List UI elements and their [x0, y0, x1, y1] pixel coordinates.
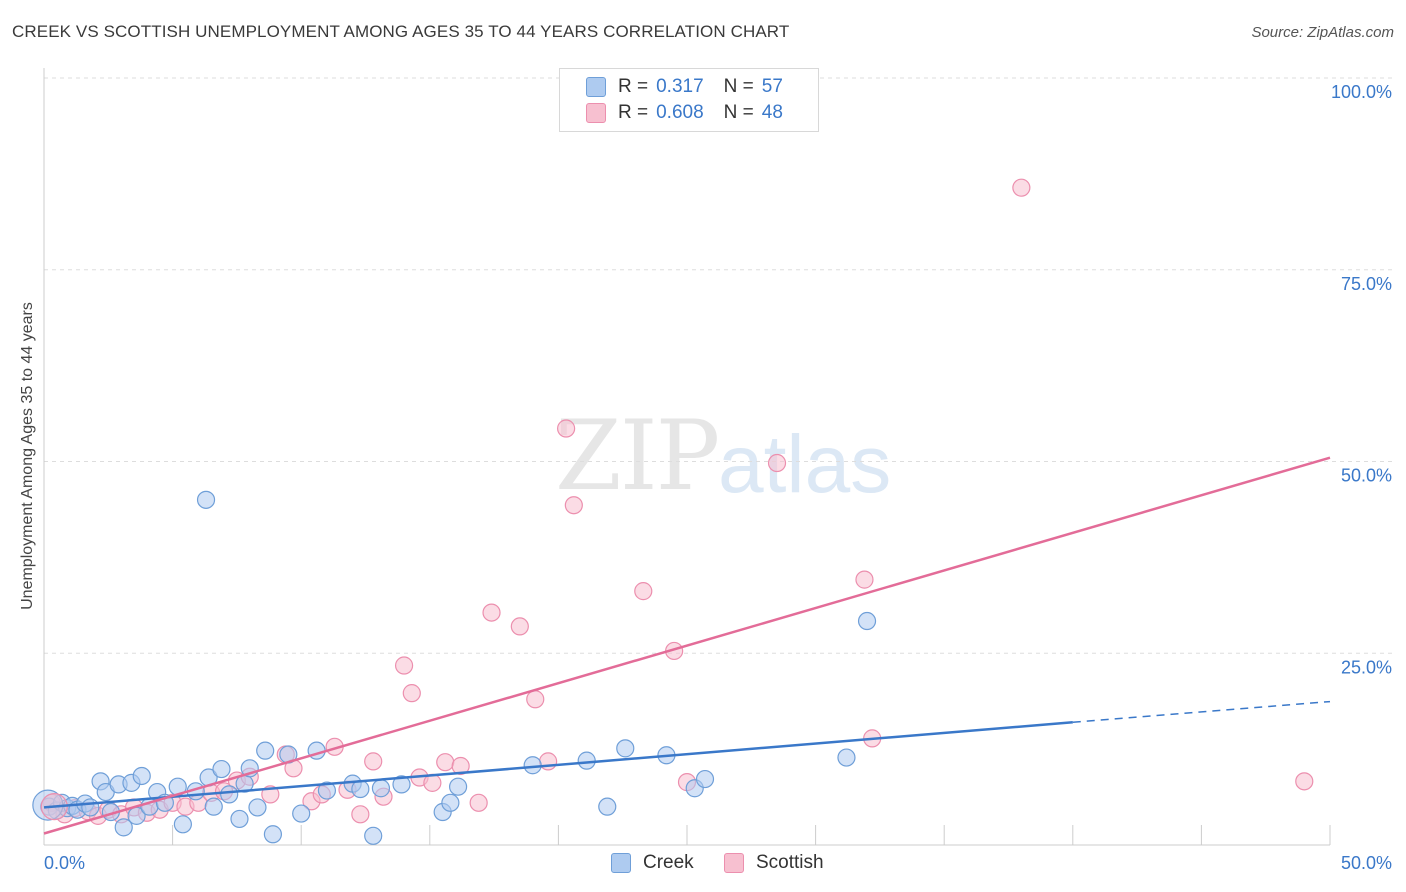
legend-r-label: R = — [618, 102, 649, 123]
creek-point — [448, 777, 468, 796]
correlation-legend: R = 0.317 N = 57 R = 0.608 N = 48 — [559, 68, 819, 132]
legend-item-creek[interactable]: Creek — [611, 852, 694, 874]
creek-point — [441, 793, 460, 812]
creek-point — [351, 779, 370, 799]
creek-point — [598, 797, 617, 816]
scottish-legend-swatch — [724, 853, 744, 873]
creek-point — [837, 748, 856, 767]
creek-point — [230, 809, 249, 829]
creek-point — [173, 815, 192, 834]
x-tick-label: 0.0% — [44, 853, 85, 873]
scottish-point — [564, 496, 583, 515]
scottish-swatch — [586, 103, 606, 123]
creek-point — [256, 741, 275, 760]
scottish-point — [1012, 178, 1031, 197]
creek-legend-swatch — [611, 853, 631, 873]
creek-r-value: 0.317 — [656, 76, 704, 97]
legend-row-scottish: R = 0.608 N = 48 — [586, 100, 783, 126]
creek-point — [212, 759, 231, 779]
creek-n-value: 57 — [761, 76, 783, 97]
creek-point — [114, 818, 133, 837]
scottish-legend-label: Scottish — [756, 852, 824, 873]
scottish-point — [855, 570, 874, 589]
creek-point — [263, 825, 283, 844]
creek-point — [132, 766, 151, 786]
scottish-point — [634, 582, 653, 601]
creek-point — [392, 775, 411, 794]
y-tick-label: 100.0% — [1331, 82, 1392, 102]
scottish-r-value: 0.608 — [656, 102, 704, 123]
legend-row-creek: R = 0.317 N = 57 — [586, 74, 783, 100]
scottish-trend-line — [43, 456, 1331, 835]
source-label: Source: ZipAtlas.com — [1251, 24, 1394, 41]
creek-point — [81, 798, 100, 817]
creek-point — [220, 785, 239, 804]
scottish-point — [526, 690, 545, 709]
creek-point — [364, 826, 383, 845]
scottish-point — [436, 753, 455, 772]
y-tick-label: 25.0% — [1341, 657, 1392, 677]
watermark-atlas: atlas — [718, 419, 892, 510]
creek-point — [577, 751, 596, 770]
scottish-point — [351, 805, 370, 824]
creek-trend-line — [43, 721, 1073, 809]
creek-swatch — [586, 77, 606, 97]
scottish-point — [1295, 772, 1314, 791]
legend-n-label: N = — [723, 76, 754, 97]
creek-point — [196, 490, 216, 509]
scottish-point — [364, 752, 383, 771]
creek-point — [204, 797, 223, 816]
scottish-point — [482, 603, 501, 622]
watermark-zip: ZIP — [555, 400, 720, 512]
creek-point — [695, 769, 715, 789]
scottish-point — [510, 617, 529, 636]
creek-point — [292, 804, 311, 823]
creek-legend-label: Creek — [643, 852, 694, 873]
scottish-n-value: 48 — [761, 102, 783, 123]
x-tick-label: 50.0% — [1341, 853, 1392, 873]
y-tick-label: 50.0% — [1341, 466, 1392, 486]
series-legend: Creek Scottish — [0, 852, 1406, 878]
creek-point — [317, 781, 337, 800]
scottish-point — [402, 684, 421, 703]
chart-title: CREEK VS SCOTTISH UNEMPLOYMENT AMONG AGE… — [12, 22, 790, 41]
scottish-point — [469, 793, 488, 812]
creek-trend-extension — [1072, 700, 1331, 724]
creek-point — [248, 798, 267, 817]
creek-point — [616, 739, 635, 758]
legend-r-label: R = — [618, 76, 649, 97]
scottish-point — [557, 419, 576, 438]
legend-item-scottish[interactable]: Scottish — [724, 852, 824, 874]
scottish-point — [394, 656, 414, 675]
y-tick-label: 75.0% — [1341, 274, 1392, 294]
scottish-point — [767, 453, 787, 473]
creek-point — [857, 611, 877, 631]
scottish-point — [451, 756, 470, 776]
creek-point — [371, 779, 391, 798]
legend-n-label: N = — [723, 102, 754, 123]
